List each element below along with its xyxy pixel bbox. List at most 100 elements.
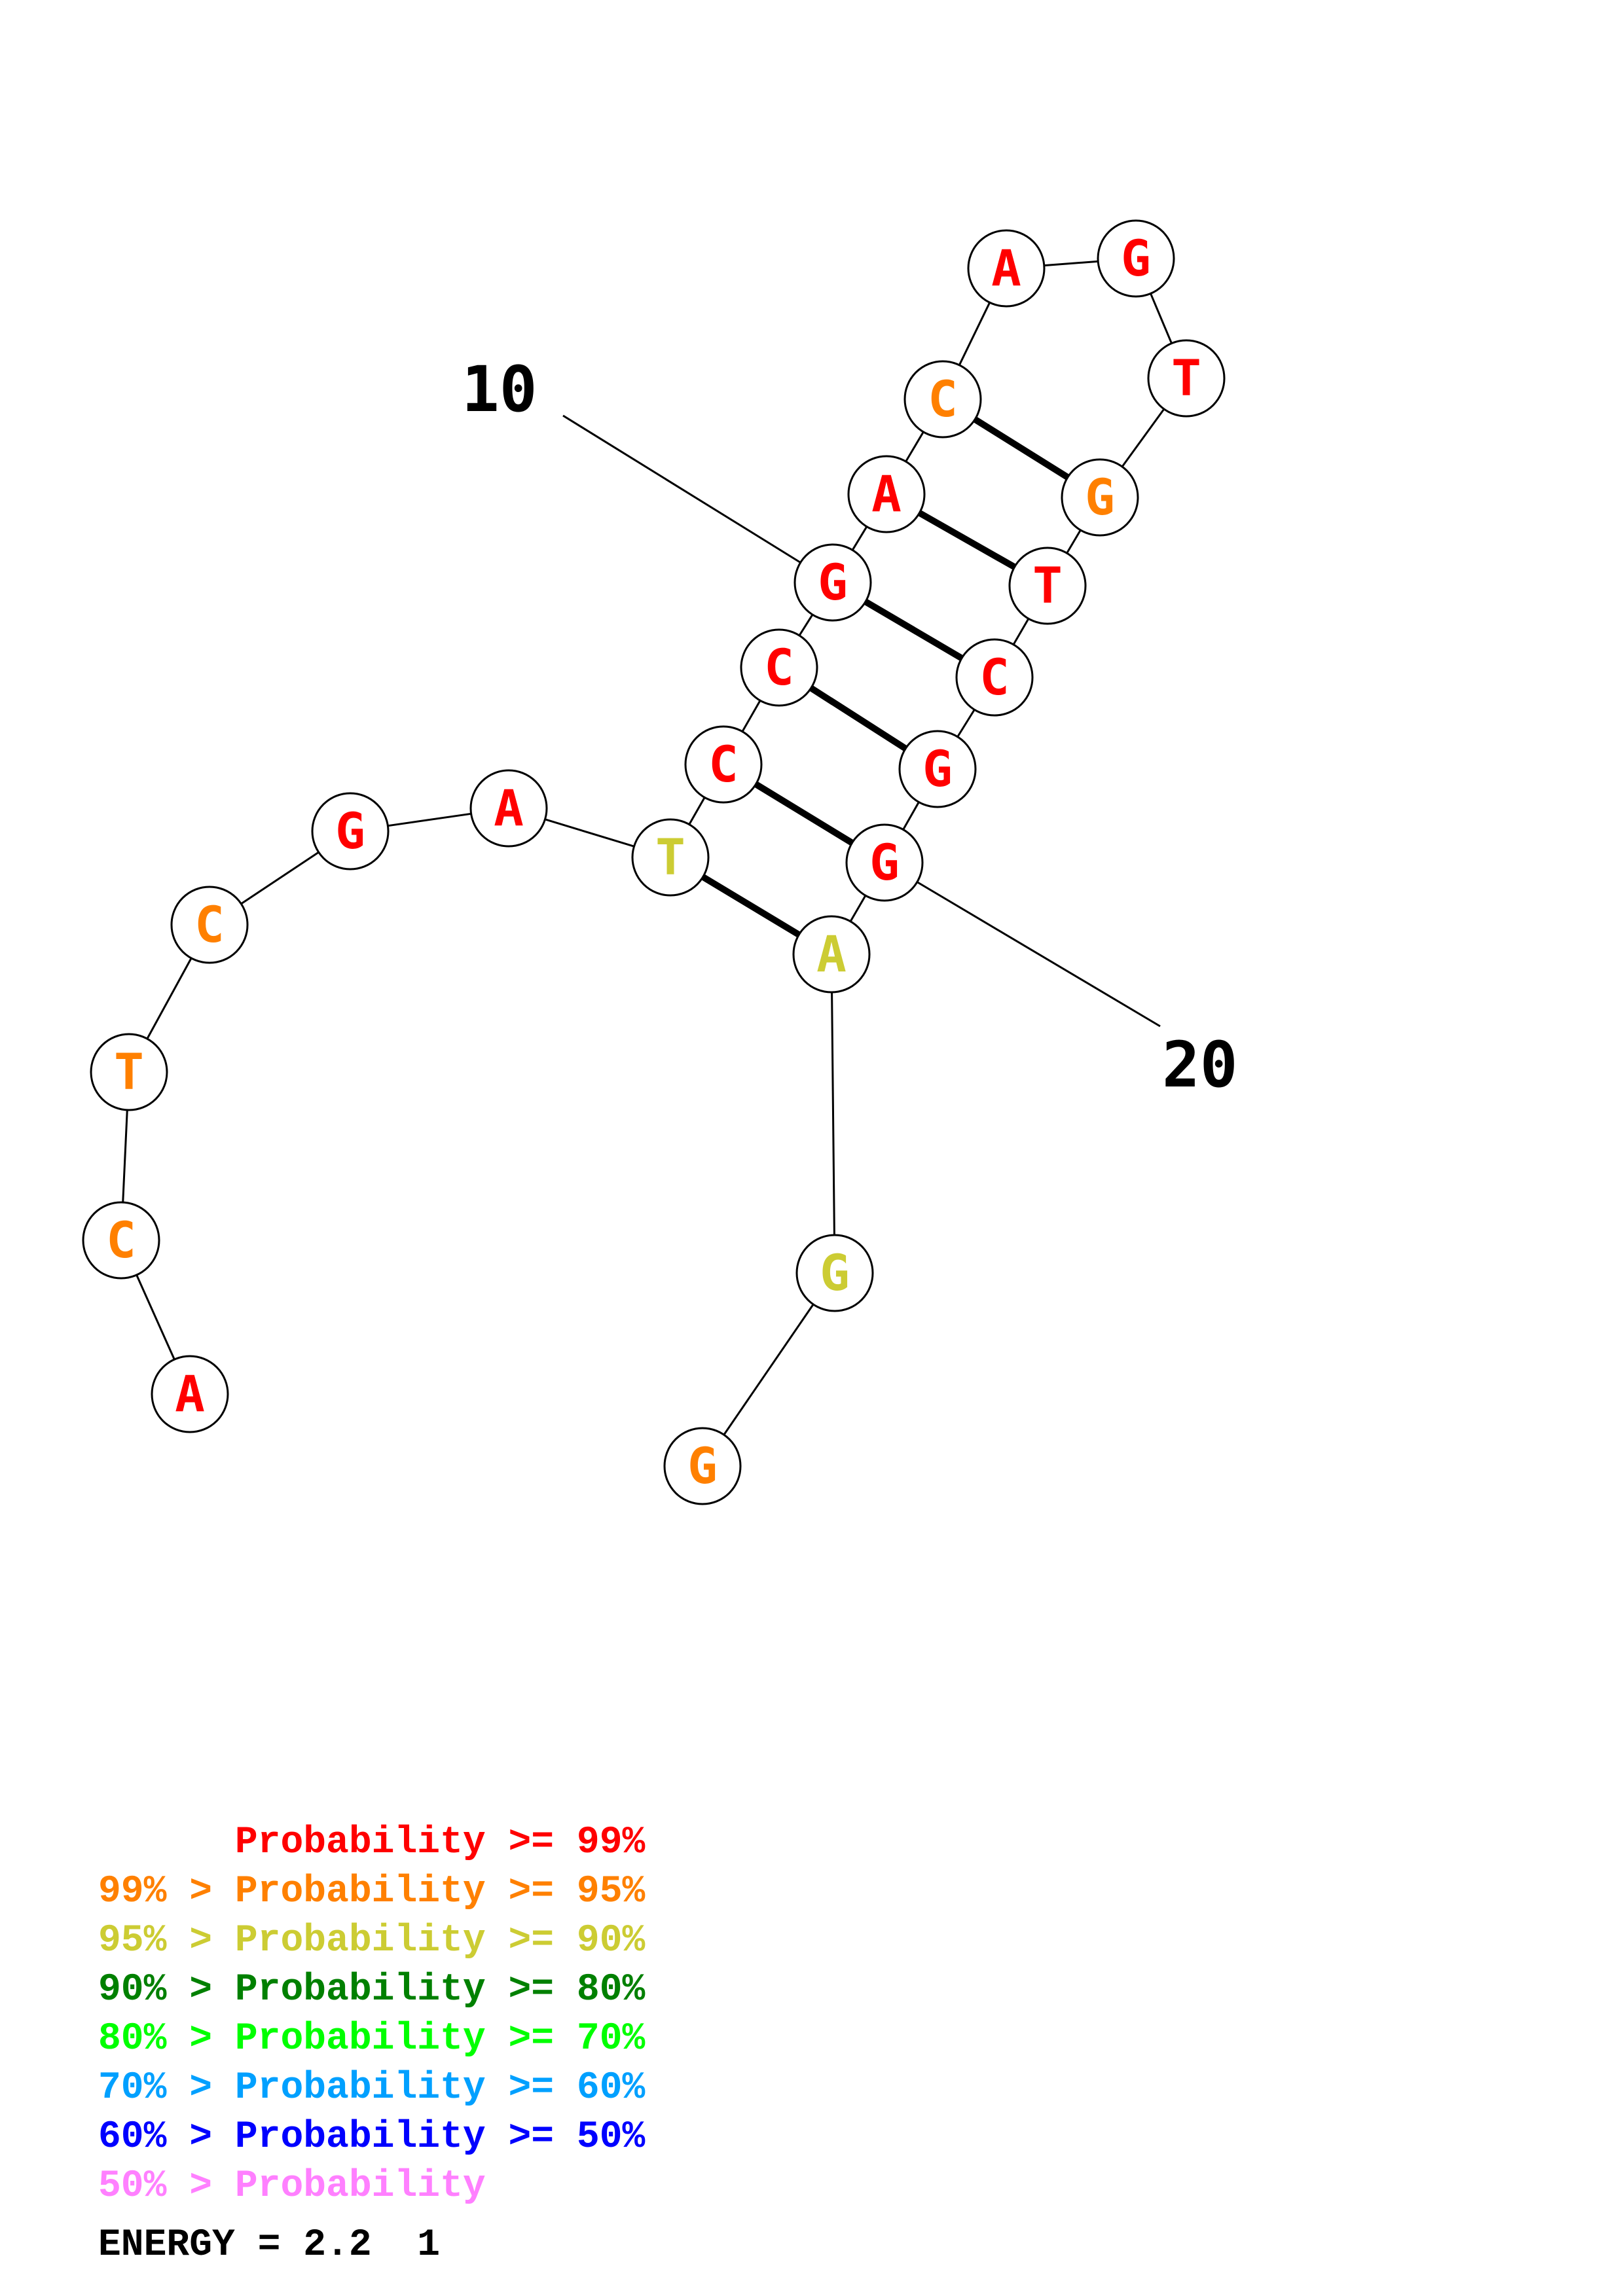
nucleotide-letter: T [1032,556,1063,615]
nucleotide: C [170,886,249,964]
probability-legend: Probability >= 99% 99% > Probability >= 9… [98,1818,645,2211]
nucleotide-letter: C [106,1211,136,1269]
nucleotide-letter: A [871,465,902,523]
nucleotide: C [82,1201,160,1280]
backbone-link [851,526,868,551]
nucleotide-circle [967,229,1046,308]
base-pair-bond [973,416,1070,480]
legend-row: 50% > Probability [98,2165,486,2208]
legend-row: Probability >= 99% [98,1821,646,1864]
backbone-link [136,1274,175,1360]
nucleotide-circle [898,730,977,808]
nucleotide-letter: C [764,638,794,696]
nucleotide-letter: C [194,895,225,954]
backbone-link [1150,293,1173,344]
nucleotide-circle [845,823,924,902]
nucleotide: G [845,823,924,902]
position-marker-line [562,414,801,564]
nucleotide: G [793,543,872,622]
nucleotide-circle [1008,547,1087,625]
nucleotide-circle [170,886,249,964]
nucleotide-circle [469,769,548,848]
nucleotide: G [663,1427,742,1505]
nucleotide-circle [90,1033,168,1111]
nucleotide-letter: T [1171,349,1201,407]
legend-row: 90% > Probability >= 80% [98,1969,646,2011]
nucleotide-letter: C [708,735,739,793]
backbone-link [902,801,920,831]
base-pair-layer [701,416,1070,938]
nucleotide-circle [903,360,982,439]
nucleotide-circle [663,1427,742,1505]
nucleotide: C [955,638,1034,717]
backbone-link [741,700,761,732]
nucleotide-letter: T [655,828,685,886]
nucleotide: A [151,1355,229,1433]
nucleotide-circle [82,1201,160,1280]
nucleotide-circle [151,1355,229,1433]
position-marker-layer: 10 20 [462,353,1238,1102]
backbone-link [957,709,976,738]
nucleotide: C [684,725,763,804]
energy-label: ENERGY = 2.2 1 [98,2224,441,2267]
backbone-link [849,895,867,922]
nucleotide-circle [792,915,871,994]
backbone-link [1121,408,1165,467]
position-marker-label: 10 [462,353,538,426]
nucleotide-circle [631,818,710,897]
base-pair-bond [809,685,907,751]
nucleotide-letter: G [1121,229,1151,287]
backbone-layer [122,260,1173,1435]
nucleotide-letter: A [991,239,1021,297]
backbone-link [122,1109,128,1203]
backbone-link [958,302,991,366]
nucleotide: A [847,455,926,533]
nucleotide-letter: A [175,1365,205,1423]
nucleotide: G [795,1234,874,1312]
nucleotide-circle [795,1234,874,1312]
legend-row: 99% > Probability >= 95% [98,1871,646,1913]
backbone-link [905,431,924,462]
position-marker-line [917,881,1161,1028]
legend-row: 60% > Probability >= 50% [98,2116,646,2159]
nucleotide: A [792,915,871,994]
nucleotide-letter: G [1085,468,1115,526]
nucleotide: T [1147,339,1226,418]
position-marker-label: 20 [1162,1028,1238,1102]
backbone-link [545,818,634,848]
base-pair-bond [754,781,854,846]
backbone-link [240,851,319,905]
nucleotide-letter: A [816,925,847,983]
backbone-link [1012,618,1030,645]
nucleotide-circle [1061,458,1139,537]
nucleotide-circle [311,792,390,870]
backbone-link [388,812,471,827]
nucleotide-letter: G [335,802,365,860]
nucleotide: G [1061,458,1139,537]
nucleotide: T [1008,547,1087,625]
backbone-link [688,797,706,825]
nucleotide-letter: C [928,370,958,428]
backbone-link [146,958,192,1039]
nucleotide-circle [793,543,872,622]
legend-row: 95% > Probability >= 90% [98,1920,646,1962]
nucleotide-circle [1147,339,1226,418]
base-pair-bond [917,510,1017,570]
nucleotide-circle [740,628,818,707]
nucleotide: T [90,1033,168,1111]
nucleotide-letter: G [869,833,900,891]
backbone-link [723,1304,814,1435]
base-pair-bond [701,874,801,938]
nucleotide: C [903,360,982,439]
backbone-link [1044,260,1099,267]
nucleotide-letter: G [820,1244,850,1302]
nucleotide-letter: G [687,1437,718,1495]
nucleotide-circle [684,725,763,804]
backbone-link [798,614,814,636]
nucleotide: T [631,818,710,897]
nucleotide-letter: A [494,779,524,837]
legend-row: 80% > Probability >= 70% [98,2018,646,2060]
nucleotide-letter: G [818,553,848,611]
nucleotide: G [898,730,977,808]
